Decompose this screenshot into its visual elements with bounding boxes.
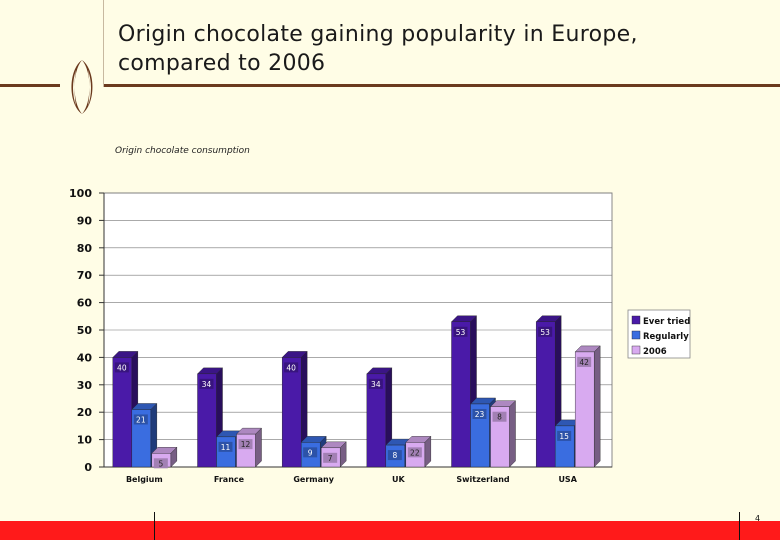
data-label: 9	[308, 448, 313, 457]
data-label: 34	[202, 380, 212, 389]
data-label-bg	[323, 452, 338, 463]
y-tick-label: 0	[84, 461, 92, 474]
data-label: 7	[328, 454, 333, 463]
data-label-bg	[557, 430, 572, 441]
data-label-bg	[133, 414, 148, 425]
footer-separator-right	[739, 512, 740, 540]
bar	[451, 321, 471, 468]
data-label: 40	[117, 363, 127, 372]
data-label: 53	[540, 328, 550, 337]
bar-chart: 0 10 20 30 40 50 60 70 80 90 100 40 21 5 Belgium 34 11 12…	[69, 187, 691, 484]
bar	[366, 373, 387, 468]
header-rule-left	[0, 84, 60, 87]
legend-label: 2006	[643, 347, 667, 357]
page-number: 4	[755, 514, 761, 523]
x-tick-label: Germany	[293, 475, 334, 484]
bar	[470, 403, 490, 468]
data-label: 22	[410, 448, 420, 457]
bar	[197, 373, 217, 468]
data-label: 42	[579, 358, 589, 367]
x-tick-label: Switzerland	[456, 475, 510, 484]
bar	[490, 406, 510, 468]
page-title: Origin chocolate gaining popularity in E…	[118, 22, 638, 76]
chart-title: Origin chocolate consumption	[115, 146, 250, 156]
bar	[216, 436, 236, 468]
data-label: 15	[559, 432, 569, 441]
data-label: 34	[371, 380, 381, 389]
data-label-bg	[153, 458, 168, 469]
y-tick-label: 40	[77, 351, 93, 364]
x-tick-label: UK	[392, 475, 405, 484]
y-tick-label: 80	[77, 242, 93, 255]
legend-swatch	[631, 345, 641, 355]
data-label: 21	[136, 415, 146, 424]
bar	[281, 357, 302, 468]
y-tick-label: 10	[77, 434, 93, 447]
x-tick-label: France	[214, 475, 245, 484]
data-label-bg	[218, 441, 233, 452]
bar	[236, 433, 256, 468]
legend-label: Regularly	[643, 332, 689, 342]
data-label: 8	[392, 451, 397, 460]
y-tick-label: 70	[77, 269, 93, 282]
data-label: 11	[221, 443, 231, 452]
bar	[574, 351, 595, 468]
data-label-bg	[453, 326, 468, 337]
data-label-bg	[407, 447, 422, 458]
bar	[535, 321, 556, 468]
footer-separator-left	[154, 512, 155, 540]
legend-swatch	[631, 315, 641, 325]
cocoa-bean-logo	[71, 60, 93, 114]
header-divider	[103, 0, 104, 87]
data-label: 53	[456, 328, 466, 337]
data-label-bg	[577, 356, 592, 367]
x-tick-label: USA	[558, 475, 577, 484]
legend-label: Ever tried	[643, 317, 690, 327]
y-tick-label: 20	[77, 406, 93, 419]
bar	[112, 357, 133, 468]
data-label: 8	[497, 413, 502, 422]
data-label: 5	[158, 459, 163, 468]
footer-bar	[0, 521, 780, 540]
bar-side	[509, 400, 516, 468]
y-tick-label: 100	[69, 187, 92, 200]
y-tick-label: 60	[77, 297, 93, 310]
data-label-bg	[114, 362, 129, 373]
header-rule	[103, 84, 780, 87]
legend-swatch	[631, 330, 641, 340]
data-label-bg	[368, 378, 383, 389]
bar-side	[593, 345, 601, 468]
data-label: 40	[286, 363, 296, 372]
data-label: 12	[241, 440, 251, 449]
data-label-bg	[387, 450, 402, 461]
data-label-bg	[303, 447, 318, 458]
y-tick-label: 30	[77, 379, 93, 392]
data-label-bg	[284, 362, 299, 373]
y-tick-label: 90	[77, 214, 93, 227]
data-label-bg	[472, 408, 487, 419]
data-label-bg	[538, 326, 553, 337]
bar-side	[255, 427, 262, 468]
data-label-bg	[199, 378, 214, 389]
x-tick-label: Belgium	[126, 475, 163, 484]
data-label: 23	[475, 410, 485, 419]
data-label-bg	[238, 439, 253, 450]
y-tick-label: 50	[77, 324, 93, 337]
data-label-bg	[492, 411, 507, 422]
